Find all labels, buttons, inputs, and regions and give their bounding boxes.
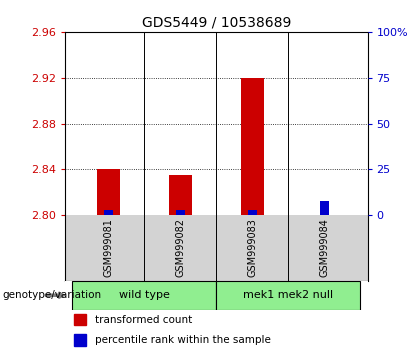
Bar — [248, 210, 257, 215]
Bar — [74, 334, 86, 346]
Bar — [104, 210, 113, 215]
Text: percentile rank within the sample: percentile rank within the sample — [95, 335, 271, 345]
Bar — [169, 175, 192, 215]
Text: genotype/variation: genotype/variation — [2, 290, 101, 300]
Bar — [241, 78, 264, 215]
Bar — [74, 314, 86, 325]
Text: GSM999084: GSM999084 — [319, 218, 329, 278]
Text: wild type: wild type — [119, 290, 170, 300]
Text: transformed count: transformed count — [95, 314, 193, 325]
Title: GDS5449 / 10538689: GDS5449 / 10538689 — [142, 15, 291, 29]
Bar — [72, 281, 216, 310]
Bar — [97, 169, 120, 215]
Text: mek1 mek2 null: mek1 mek2 null — [243, 290, 333, 300]
Text: GSM999083: GSM999083 — [247, 218, 257, 278]
Bar — [320, 201, 329, 215]
Text: GSM999081: GSM999081 — [103, 218, 113, 278]
Bar — [216, 281, 360, 310]
Text: GSM999082: GSM999082 — [175, 218, 185, 278]
Bar — [176, 210, 185, 215]
